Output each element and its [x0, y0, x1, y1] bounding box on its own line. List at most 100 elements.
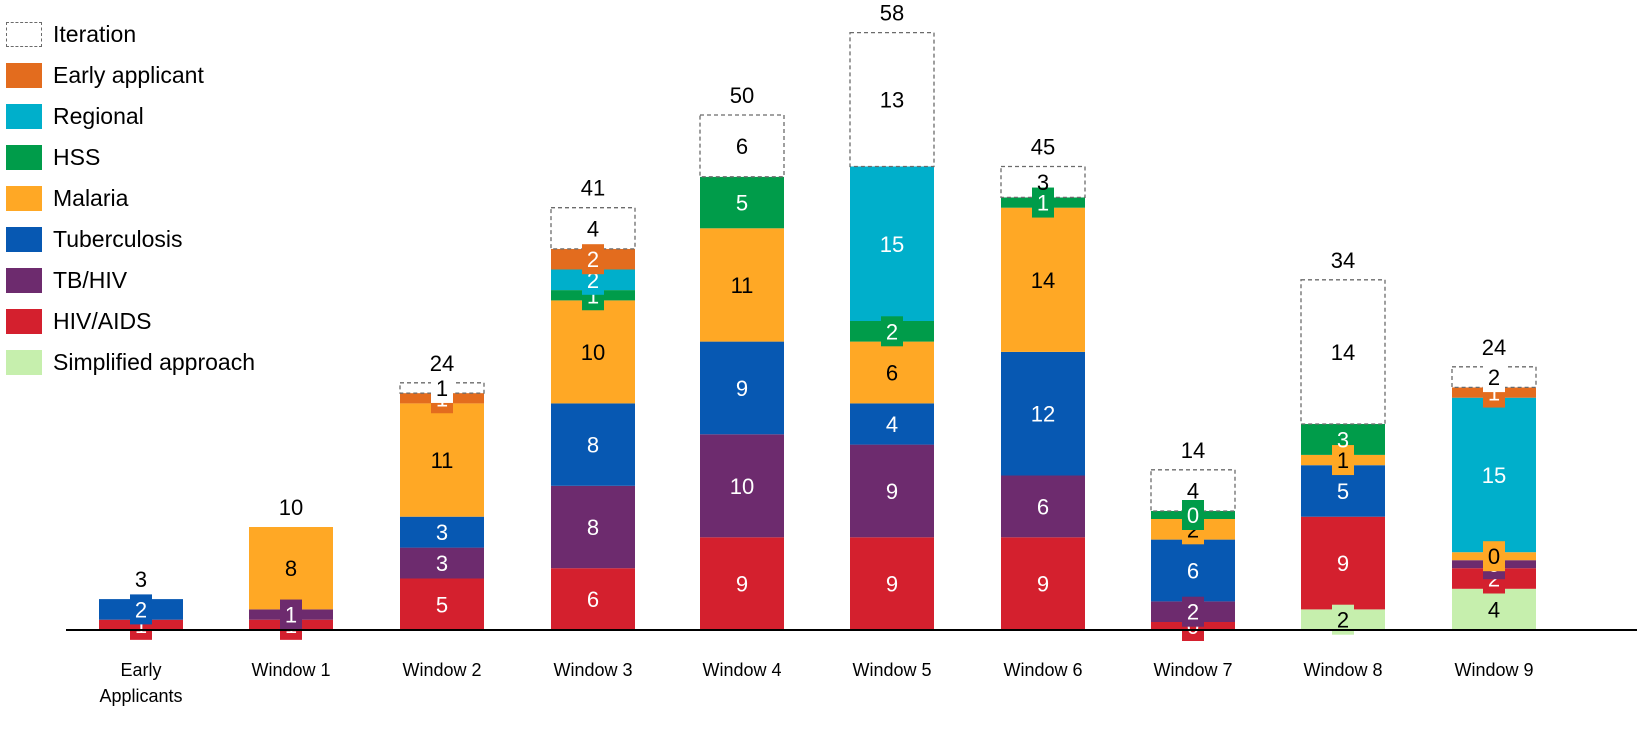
x-tick-label-early-applicants-0: Early: [120, 660, 161, 680]
bar-iteration-window-8: [1300, 279, 1386, 425]
value-label-tb-hiv-window-1: 1: [285, 603, 297, 628]
value-tag-tb-hiv-window-1: [280, 599, 302, 630]
value-tag-simplified-approach-window-8: [1332, 604, 1354, 635]
bar-iteration-window-4: [699, 114, 785, 178]
bar-regional-window-5: [850, 166, 934, 321]
bar-tuberculosis-window-4: [700, 341, 784, 435]
total-label-window-7: 14: [1181, 438, 1205, 463]
value-label-hss-window-4: 5: [736, 191, 748, 216]
value-label-simplified-approach-window-8: 2: [1337, 608, 1349, 633]
bar-malaria-window-5: [850, 341, 934, 404]
bar-tb-hiv-window-4: [700, 434, 784, 538]
value-label-tuberculosis-window-3: 8: [587, 433, 599, 458]
value-tag-hss-window-7: [1182, 500, 1204, 530]
legend-swatch-early-applicant: [6, 63, 42, 88]
value-label-tb-hiv-window-6: 6: [1037, 494, 1049, 519]
legend-swatch-hss: [6, 145, 42, 170]
value-label-hiv-aids-window-5: 9: [886, 572, 898, 597]
bar-tuberculosis-window-7: [1151, 539, 1235, 602]
value-label-hiv-aids-window-8: 9: [1337, 551, 1349, 576]
legend-label-hiv-aids: HIV/AIDS: [53, 308, 152, 334]
x-tick-label-early-applicants-1: Applicants: [99, 686, 182, 706]
total-label-window-3: 41: [581, 176, 605, 201]
value-label-tuberculosis-window-5: 4: [886, 412, 898, 437]
legend-swatch-tb-hiv: [6, 268, 42, 293]
bar-tb-hiv-window-6: [1001, 475, 1085, 538]
value-label-regional-window-5: 15: [880, 232, 904, 257]
value-label-tb-hiv-window-4: 10: [730, 474, 754, 499]
value-label-early-applicant-window-3: 2: [587, 247, 599, 272]
value-tag-hss-window-5: [881, 316, 903, 347]
bar-regional-window-9: [1452, 397, 1536, 553]
x-tick-label-window-8: Window 8: [1303, 660, 1382, 680]
value-tag-iteration-window-9: [1483, 362, 1505, 393]
value-label-tuberculosis-window-7: 6: [1187, 559, 1199, 584]
legend-label-hss: HSS: [53, 144, 101, 170]
value-label-malaria-window-9: 0: [1488, 544, 1500, 569]
value-label-hss-window-8: 3: [1337, 427, 1349, 452]
bar-hiv-aids-window-6: [1001, 537, 1085, 630]
value-label-malaria-window-6: 14: [1031, 268, 1055, 293]
value-label-malaria-window-1: 8: [285, 556, 297, 581]
value-tag-malaria-window-8: [1332, 445, 1354, 476]
bar-malaria-window-6: [1001, 207, 1085, 352]
value-label-malaria-window-2: 11: [431, 448, 454, 473]
bar-simplified-approach-window-9: [1452, 588, 1536, 630]
value-label-iteration-window-9: 2: [1488, 365, 1500, 390]
value-labels: 1231181053311112468810122441910911565099…: [130, 1, 1506, 641]
bar-hiv-aids-window-4: [700, 537, 784, 630]
value-label-iteration-window-8: 14: [1331, 340, 1355, 365]
value-label-iteration-window-3: 4: [587, 216, 599, 241]
value-label-tuberculosis-window-2: 3: [436, 520, 448, 545]
bar-tb-hiv-window-2: [400, 547, 484, 579]
value-label-malaria-window-3: 10: [581, 340, 605, 365]
value-label-tb-hiv-window-3: 8: [587, 515, 599, 540]
value-label-hiv-aids-window-2: 5: [436, 592, 448, 617]
legend-label-tb-hiv: TB/HIV: [53, 267, 128, 293]
bar-malaria-window-3: [551, 300, 635, 404]
value-label-simplified-approach-window-9: 4: [1488, 597, 1500, 622]
value-label-tuberculosis-window-8: 5: [1337, 479, 1349, 504]
x-tick-label-window-5: Window 5: [852, 660, 931, 680]
value-label-hss-window-7: 0: [1187, 503, 1199, 528]
bar-tuberculosis-window-6: [1001, 351, 1085, 476]
value-label-hiv-aids-window-6: 9: [1037, 572, 1049, 597]
legend-swatch-iteration: [6, 22, 42, 47]
value-label-iteration-window-5: 13: [880, 88, 904, 113]
bar-hiv-aids-window-3: [551, 568, 635, 630]
total-label-early-applicants: 3: [135, 567, 147, 592]
value-label-hss-window-6: 1: [1037, 191, 1049, 216]
legend-swatch-hiv-aids: [6, 309, 42, 334]
value-label-malaria-window-4: 11: [731, 273, 754, 298]
value-label-hss-window-5: 2: [886, 319, 898, 344]
bars: [99, 31, 1537, 630]
total-label-window-2: 24: [430, 351, 454, 376]
value-label-iteration-window-2: 1: [436, 376, 448, 401]
x-tick-label-window-7: Window 7: [1153, 660, 1232, 680]
total-label-window-5: 58: [880, 1, 904, 26]
bar-tuberculosis-window-3: [551, 403, 635, 486]
bar-tb-hiv-window-3: [551, 485, 635, 569]
legend-swatch-simplified-approach: [6, 350, 42, 375]
value-label-tuberculosis-window-6: 12: [1031, 402, 1055, 427]
value-label-hiv-aids-window-4: 9: [736, 572, 748, 597]
bar-malaria-window-1: [249, 527, 333, 610]
value-label-tuberculosis-window-4: 9: [736, 376, 748, 401]
x-tick-label-window-6: Window 6: [1003, 660, 1082, 680]
bar-hss-window-4: [700, 176, 784, 229]
bar-tuberculosis-window-2: [400, 516, 484, 548]
total-label-window-9: 24: [1482, 335, 1506, 360]
bar-hiv-aids-window-5: [850, 537, 934, 630]
legend-label-malaria: Malaria: [53, 185, 129, 211]
value-tag-malaria-window-9: [1483, 541, 1505, 572]
legend-label-early-applicant: Early applicant: [53, 62, 204, 88]
value-label-malaria-window-8: 1: [1337, 448, 1349, 473]
value-tag-early-applicant-window-3: [582, 244, 604, 275]
value-label-tuberculosis-early-applicants: 2: [135, 597, 147, 622]
bar-hiv-aids-window-2: [400, 578, 484, 630]
value-label-tb-hiv-window-2: 3: [436, 551, 448, 576]
bar-iteration-window-3: [550, 207, 636, 250]
value-label-iteration-window-4: 6: [736, 134, 748, 159]
value-tag-iteration-window-2: [431, 372, 453, 403]
